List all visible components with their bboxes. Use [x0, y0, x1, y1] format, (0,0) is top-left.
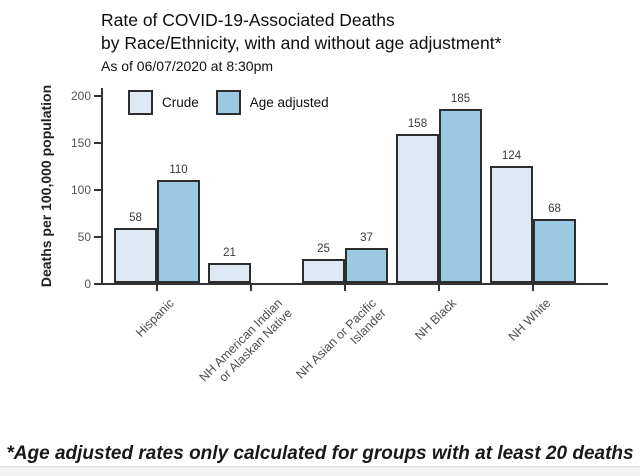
bar-age-adjusted-hispanic: [157, 180, 200, 283]
chart-title-line2: by Race/Ethnicity, with and without age …: [101, 33, 502, 53]
x-tick: [344, 285, 346, 291]
x-tick-label-nh-black: NH Black: [412, 296, 459, 343]
bar-value-label: 58: [129, 212, 142, 224]
bottom-scrollbar-track: [0, 466, 640, 476]
x-tick: [438, 285, 440, 291]
x-tick-label-nh-white: NH White: [505, 296, 553, 344]
y-tick-label: 0: [84, 277, 91, 291]
y-tick: [94, 236, 101, 238]
x-tick: [532, 285, 534, 291]
bar-crude-nh-asian-or-pacific: [302, 259, 345, 283]
bar-value-label: 21: [223, 247, 236, 259]
y-tick-label: 100: [70, 183, 91, 197]
bar-crude-nh-white: [490, 166, 533, 283]
bar-crude-nh-american-indian: [208, 263, 251, 283]
legend-label-age-adjusted: Age adjusted: [249, 95, 329, 110]
bar-value-label: 110: [169, 164, 188, 176]
x-tick: [156, 285, 158, 291]
bar-crude-hispanic: [114, 228, 157, 283]
bar-age-adjusted-nh-black: [439, 109, 482, 283]
legend-item-crude: Crude: [128, 90, 216, 115]
chart-subtitle: As of 06/07/2020 at 8:30pm: [101, 58, 274, 74]
legend: Crude Age adjusted: [128, 90, 346, 115]
x-tick-label-nh-asian-or-pacific: NH Asian or Pacific Islander: [293, 296, 389, 382]
y-tick-label: 150: [70, 136, 91, 150]
x-axis-line: [100, 283, 608, 285]
bar-age-adjusted-nh-white: [533, 219, 576, 283]
bar-value-label: 37: [360, 232, 373, 244]
chart-title: Rate of COVID-19-Associated Deaths by Ra…: [101, 9, 501, 55]
legend-swatch-age-adjusted: [215, 90, 241, 115]
bar-crude-nh-black: [396, 134, 439, 283]
legend-swatch-crude: [128, 90, 153, 115]
bar-age-adjusted-nh-asian-or-pacific: [345, 248, 388, 283]
y-tick: [94, 95, 101, 97]
bar-value-label: 68: [548, 203, 561, 215]
x-tick-label-hispanic: Hispanic: [133, 296, 177, 340]
x-tick: [250, 285, 252, 291]
footnote: *Age adjusted rates only calculated for …: [6, 443, 634, 464]
chart-title-line1: Rate of COVID-19-Associated Deaths: [101, 10, 395, 30]
legend-item-age-adjusted: Age adjusted: [215, 90, 346, 115]
y-tick-label: 200: [70, 89, 91, 103]
y-tick: [94, 189, 101, 191]
bar-value-label: 124: [501, 150, 522, 162]
y-tick: [94, 142, 101, 144]
bar-value-label: 25: [317, 243, 330, 255]
y-tick-label: 50: [77, 230, 91, 244]
y-axis-line: [101, 88, 103, 285]
bar-value-label: 158: [407, 118, 428, 130]
legend-label-crude: Crude: [162, 95, 199, 110]
bar-value-label: 185: [450, 93, 471, 105]
x-tick-label-nh-american-indian: NH American Indian or Alaskan Native: [196, 296, 295, 385]
y-tick: [94, 283, 101, 285]
